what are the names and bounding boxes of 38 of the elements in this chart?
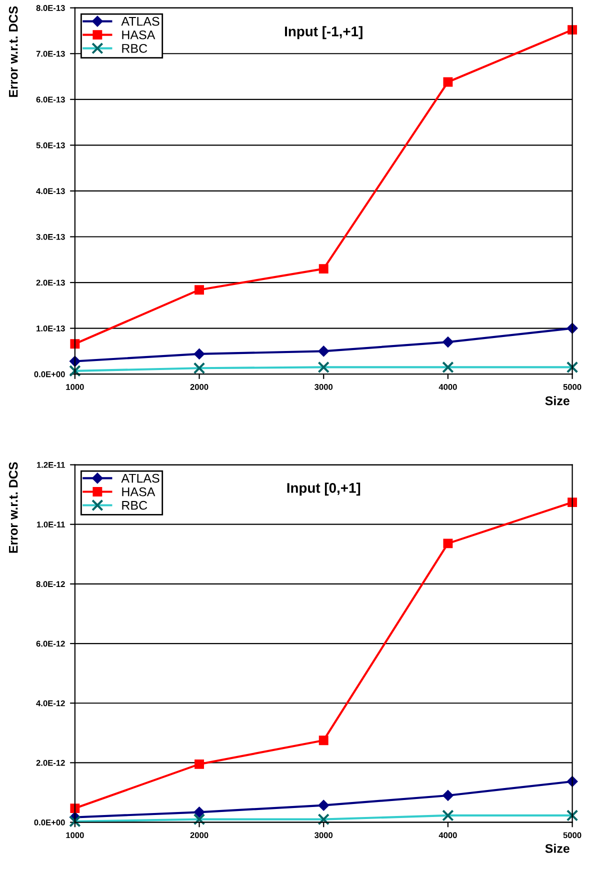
y-tick-label: 8.0E-12: [36, 581, 65, 588]
y-tick-label: 7.0E-13: [36, 50, 65, 57]
legend-label: RBC: [122, 500, 148, 510]
y-tick-label: 4.0E-12: [36, 700, 65, 706]
y-tick-label: 3.0E-13: [36, 234, 65, 240]
x-tick-label: 1000: [66, 384, 84, 390]
y-tick-label: 8.0E-13: [36, 5, 65, 11]
x-tick-label: 4000: [438, 384, 457, 390]
y-tick-label: 4.0E-13: [36, 188, 65, 194]
y-tick-label: 1.2E-11: [37, 462, 65, 468]
x-tick-label: 4000: [438, 832, 457, 838]
x-tick-label: 2000: [190, 832, 208, 838]
x-axis-title: Size: [545, 844, 570, 853]
x-tick-label: 5000: [563, 832, 582, 838]
x-tick-label: 3000: [314, 832, 333, 838]
legend-label: RBC: [122, 44, 148, 53]
y-tick-label: 1.0E-13: [36, 326, 65, 332]
y-tick-label: 2.0E-13: [36, 280, 65, 286]
y-tick-label: 6.0E-13: [36, 96, 65, 103]
y-axis-title: Error w.r.t. DCS: [8, 462, 18, 553]
x-tick-label: 5000: [563, 384, 582, 390]
x-tick-label: 2000: [190, 384, 208, 390]
legend-label: ATLAS: [121, 474, 160, 483]
legend-label: HASA: [122, 30, 156, 40]
text: Input [-1,+1]: [285, 26, 362, 40]
legend-label: HASA: [122, 487, 156, 496]
y-tick-label: 2.0E-12: [36, 760, 65, 766]
y-tick-label: 6.0E-12: [36, 640, 65, 647]
x-tick-label: 3000: [314, 384, 333, 390]
y-tick-label: 0.0E+00: [34, 819, 65, 826]
x-axis-title: Size: [545, 396, 570, 406]
y-tick-label: 0.0E+00: [34, 371, 65, 378]
x-tick-label: 1000: [66, 832, 84, 838]
y-tick-label: 5.0E-13: [36, 142, 65, 148]
text: Input [0,+1]: [287, 482, 360, 496]
y-axis-title: Error w.r.t. DCS: [8, 6, 18, 97]
y-tick-label: 1.0E-11: [37, 522, 65, 528]
legend-label: ATLAS: [121, 16, 160, 26]
